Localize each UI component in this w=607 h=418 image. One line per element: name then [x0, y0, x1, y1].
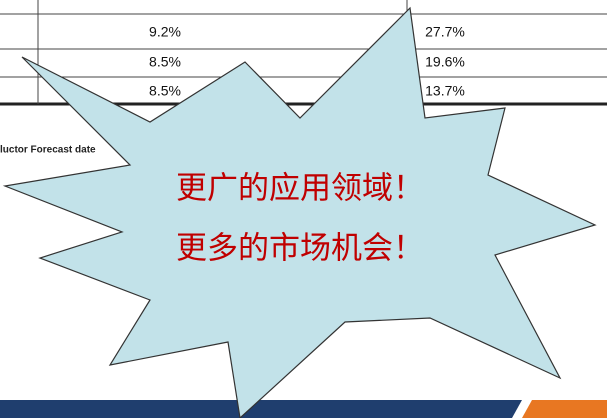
footer-orange: [522, 400, 607, 418]
table-cell: 8.5%: [149, 83, 181, 99]
footer-bar: [0, 400, 607, 418]
table-cell: 19.6%: [425, 54, 465, 70]
starburst: [2, 6, 597, 418]
callout-line: 更广的应用领域！: [176, 171, 424, 207]
callout-line: 更多的市场机会！: [176, 231, 424, 267]
footer-navy: [0, 400, 522, 418]
table-cell: 13.7%: [425, 83, 465, 99]
table-cell: 8.5%: [149, 54, 181, 70]
table-cell: 27.7%: [425, 24, 465, 40]
table-cell: 9.2%: [149, 24, 181, 40]
source-note: luctor Forecast date: [0, 145, 96, 156]
